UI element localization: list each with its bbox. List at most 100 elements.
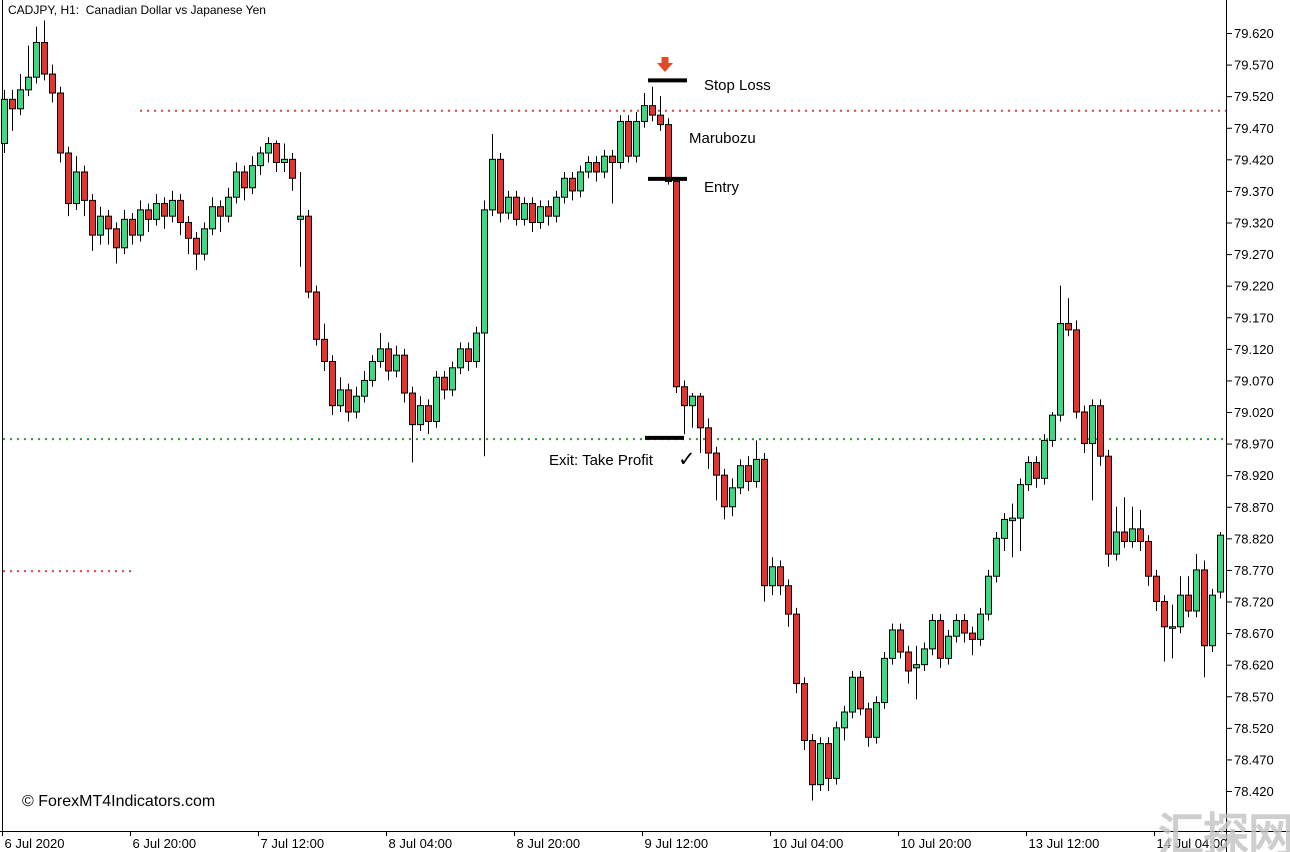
price-tick-label: 79.370	[1234, 184, 1274, 199]
price-tick-label: 79.420	[1234, 152, 1274, 167]
price-tick-label: 79.020	[1234, 405, 1274, 420]
bullish-candle	[209, 206, 216, 230]
time-tick-label: 9 Jul 12:00	[645, 836, 709, 851]
bullish-candle	[1177, 594, 1184, 628]
bearish-candle	[857, 676, 864, 710]
bullish-candle	[377, 348, 384, 362]
bearish-candle	[1121, 531, 1128, 542]
bearish-candle	[345, 389, 352, 413]
price-tick-label: 78.470	[1234, 752, 1274, 767]
price-tick-label: 79.520	[1234, 89, 1274, 104]
sell-arrow-icon	[657, 63, 673, 73]
bullish-candle	[353, 395, 360, 413]
bearish-candle	[937, 619, 944, 659]
bearish-candle	[625, 120, 632, 157]
bullish-candle	[457, 348, 464, 369]
bearish-candle	[825, 743, 832, 779]
price-tick-label: 78.520	[1234, 721, 1274, 736]
bullish-candle	[913, 664, 920, 669]
bearish-candle	[129, 218, 136, 236]
entry-label: Entry	[704, 179, 740, 196]
bullish-candle	[929, 619, 936, 650]
time-tick-label: 13 Jul 12:00	[1029, 836, 1100, 851]
bullish-candle	[369, 360, 376, 381]
bullish-candle	[601, 155, 608, 173]
bullish-candle	[257, 152, 264, 167]
bearish-candle	[1153, 575, 1160, 603]
bearish-candle	[401, 354, 408, 394]
bearish-candle	[49, 73, 56, 94]
price-tick-label: 79.470	[1234, 121, 1274, 136]
bearish-candle	[529, 203, 536, 224]
bullish-candle	[945, 635, 952, 659]
bearish-candle	[657, 114, 664, 126]
bullish-candle	[169, 199, 176, 217]
bearish-candle	[409, 392, 416, 426]
bullish-candle	[881, 657, 888, 704]
price-tick-label: 79.220	[1234, 279, 1274, 294]
bullish-candle	[393, 354, 400, 372]
bullish-candle	[337, 389, 344, 407]
bullish-candle	[153, 203, 160, 220]
bearish-candle	[961, 619, 968, 634]
price-tick-label: 78.570	[1234, 689, 1274, 704]
bearish-candle	[513, 196, 520, 220]
bullish-candle	[121, 218, 128, 249]
bullish-candle	[1009, 517, 1016, 522]
price-tick-label: 78.870	[1234, 500, 1274, 515]
price-tick-label: 79.620	[1234, 26, 1274, 41]
bearish-candle	[897, 629, 904, 653]
bullish-candle	[1113, 531, 1120, 555]
bullish-candle	[1217, 534, 1224, 593]
bullish-candle	[505, 196, 512, 214]
bearish-candle	[745, 465, 752, 482]
bullish-candle	[489, 158, 496, 211]
bearish-candle	[545, 206, 552, 217]
bearish-candle	[329, 360, 336, 407]
bullish-candle	[585, 161, 592, 173]
checkmark-icon: ✓	[678, 448, 696, 471]
sell-arrow-icon	[661, 57, 669, 65]
bullish-candle	[73, 171, 80, 205]
bearish-candle	[321, 338, 328, 362]
bearish-candle	[161, 203, 168, 217]
time-tick-label: 8 Jul 20:00	[517, 836, 581, 851]
bullish-candle	[737, 465, 744, 489]
bullish-candle	[25, 76, 32, 91]
bearish-candle	[241, 171, 248, 189]
bullish-candle	[817, 743, 824, 786]
bearish-candle	[969, 632, 976, 640]
bearish-candle	[497, 158, 504, 214]
time-tick-label: 10 Jul 20:00	[901, 836, 972, 851]
bearish-candle	[1081, 411, 1088, 445]
bearish-candle	[665, 124, 672, 182]
bearish-candle	[313, 291, 320, 340]
chart-title: CADJPY, H1: Canadian Dollar vs Japanese …	[8, 3, 266, 17]
price-tick-label: 78.820	[1234, 531, 1274, 546]
price-tick-label: 79.320	[1234, 216, 1274, 231]
bullish-candle	[33, 41, 40, 78]
bearish-candle	[705, 427, 712, 454]
bearish-candle	[905, 651, 912, 672]
bullish-candle	[1, 98, 8, 145]
bullish-candle	[753, 458, 760, 482]
bullish-candle	[953, 619, 960, 637]
bearish-candle	[649, 105, 656, 116]
price-tick-label: 78.970	[1234, 437, 1274, 452]
bearish-candle	[1033, 462, 1040, 479]
bullish-candle	[433, 376, 440, 422]
bearish-candle	[793, 613, 800, 685]
bearish-candle	[809, 739, 816, 786]
bullish-candle	[873, 702, 880, 738]
bearish-candle	[785, 585, 792, 615]
time-tick-label: 6 Jul 20:00	[133, 836, 197, 851]
bullish-candle	[689, 395, 696, 407]
bearish-candle	[41, 41, 48, 75]
bearish-candle	[1185, 594, 1192, 612]
bearish-candle	[569, 177, 576, 192]
price-tick-label: 78.420	[1234, 784, 1274, 799]
exit-take-profit-label: Exit: Take Profit	[549, 452, 653, 469]
bullish-candle	[993, 537, 1000, 577]
